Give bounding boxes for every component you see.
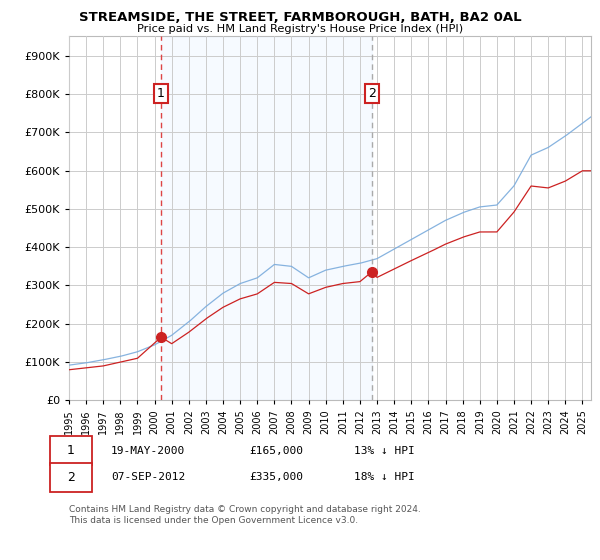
Text: £165,000: £165,000 [249,446,303,456]
Text: STREAMSIDE, THE STREET, FARMBOROUGH, BATH, BA2 0AL: STREAMSIDE, THE STREET, FARMBOROUGH, BAT… [79,11,521,24]
Text: 18% ↓ HPI: 18% ↓ HPI [354,472,415,482]
Text: £335,000: £335,000 [249,472,303,482]
Text: 1: 1 [67,444,75,458]
Text: 13% ↓ HPI: 13% ↓ HPI [354,446,415,456]
Text: Price paid vs. HM Land Registry's House Price Index (HPI): Price paid vs. HM Land Registry's House … [137,24,463,34]
Text: 19-MAY-2000: 19-MAY-2000 [111,446,185,456]
Text: Contains HM Land Registry data © Crown copyright and database right 2024.
This d: Contains HM Land Registry data © Crown c… [69,505,421,525]
Bar [161,36,371,400]
Text: 2: 2 [67,470,75,484]
Text: 1: 1 [157,87,165,100]
Text: 07-SEP-2012: 07-SEP-2012 [111,472,185,482]
Text: 2: 2 [368,87,376,100]
